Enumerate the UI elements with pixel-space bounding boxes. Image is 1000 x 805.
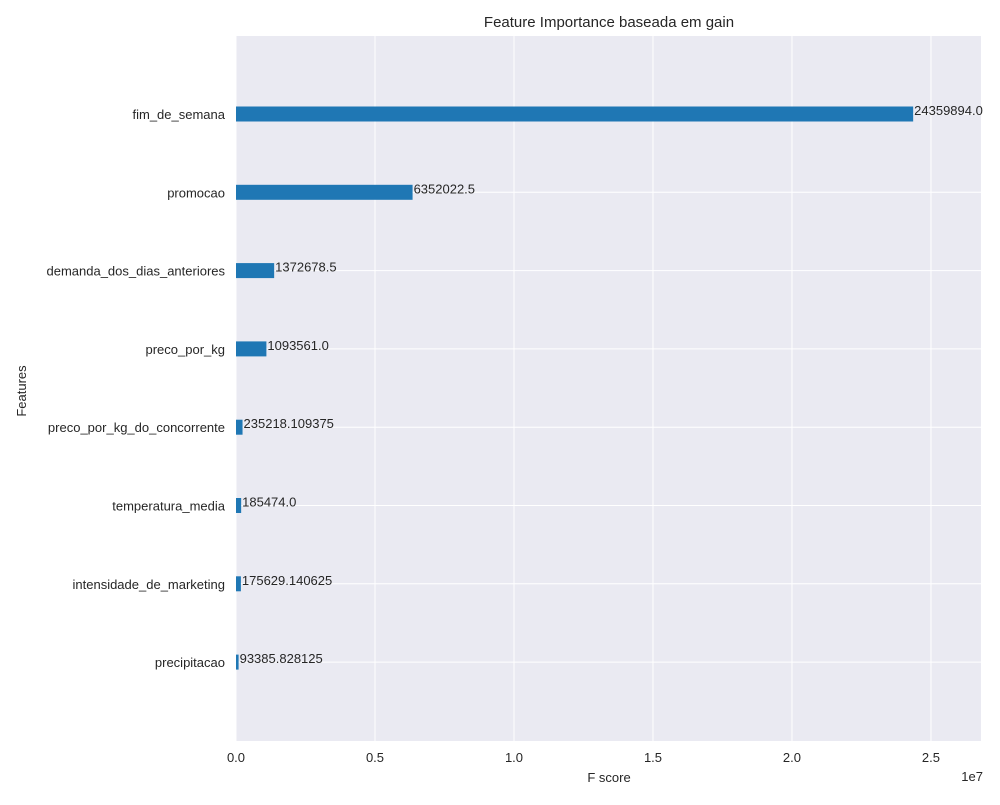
x-tick-label: 0.5 bbox=[366, 750, 384, 765]
bar-fim_de_semana bbox=[236, 106, 914, 122]
y-tick-label: preco_por_kg bbox=[146, 342, 226, 357]
value-label: 24359894.0 bbox=[914, 103, 983, 118]
grid-lines bbox=[235, 36, 981, 741]
bar-preco_por_kg_do_concorrente bbox=[236, 419, 243, 435]
bar-temperatura_media bbox=[236, 498, 242, 513]
bar-intensidade_de_marketing bbox=[236, 576, 241, 592]
value-label: 93385.828125 bbox=[240, 651, 323, 666]
bar-promocao bbox=[236, 184, 413, 200]
y-tick-label: preco_por_kg_do_concorrente bbox=[48, 420, 225, 435]
value-label: 1093561.0 bbox=[267, 338, 328, 353]
value-label: 175629.140625 bbox=[242, 573, 332, 588]
y-tick-label: demanda_dos_dias_anteriores bbox=[46, 264, 225, 279]
value-label: 6352022.5 bbox=[414, 181, 475, 196]
x-tick-label: 1.0 bbox=[505, 750, 523, 765]
y-tick-label: fim_de_semana bbox=[133, 107, 226, 122]
x-tick-label: 0.0 bbox=[227, 750, 245, 765]
bar-preco_por_kg bbox=[236, 341, 267, 357]
bars bbox=[236, 106, 914, 670]
x-axis-label: F score bbox=[587, 770, 630, 785]
plot-area bbox=[236, 36, 981, 741]
chart-title: Feature Importance baseada em gain bbox=[484, 14, 734, 31]
bar-demanda_dos_dias_anteriores bbox=[236, 263, 275, 279]
y-tick-label: temperatura_media bbox=[112, 499, 225, 514]
bar-precipitacao bbox=[236, 654, 239, 670]
x-tick-label: 1.5 bbox=[644, 750, 662, 765]
x-tick-label: 2.5 bbox=[922, 750, 940, 765]
x-axis-offset-label: 1e7 bbox=[961, 769, 983, 784]
value-label: 1372678.5 bbox=[275, 260, 336, 275]
value-label: 185474.0 bbox=[242, 495, 296, 510]
y-tick-label: promocao bbox=[167, 185, 225, 200]
value-labels: 24359894.0 6352022.5 1372678.5 1093561.0 235… bbox=[240, 103, 983, 666]
y-tick-label: precipitacao bbox=[155, 655, 225, 670]
x-tick-labels: 0.0 0.5 1.0 1.5 2.0 2.5 bbox=[227, 750, 940, 765]
y-tick-labels: fim_de_semana promocao demanda_dos_dias_an… bbox=[46, 107, 225, 670]
y-axis-label: Features bbox=[14, 365, 29, 417]
x-tick-label: 2.0 bbox=[783, 750, 801, 765]
y-tick-label: intensidade_de_marketing bbox=[73, 577, 226, 592]
value-label: 235218.109375 bbox=[244, 416, 334, 431]
